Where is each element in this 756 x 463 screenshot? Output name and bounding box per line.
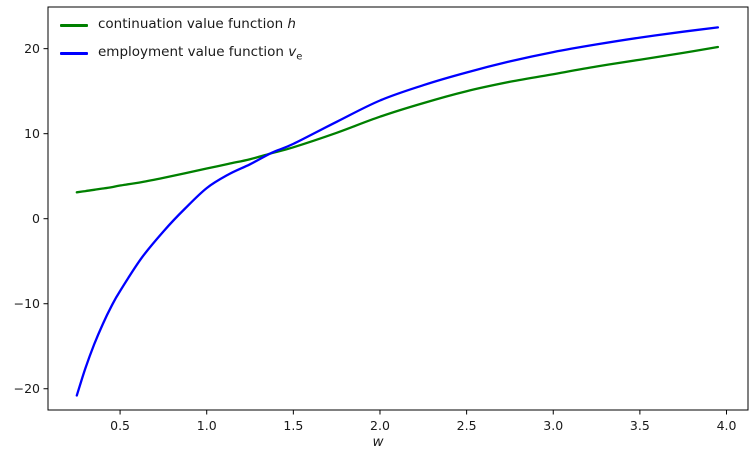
x-tick-label: 4.0 — [717, 418, 737, 433]
y-tick-label: −10 — [14, 296, 40, 311]
legend-math-sub: e — [296, 51, 303, 63]
x-tick-label: 2.0 — [370, 418, 390, 433]
x-tick-label: 1.5 — [283, 418, 303, 433]
axes-spines — [47, 6, 749, 411]
curve-continuation-value-h — [75, 45, 720, 194]
blue-line-swatch-icon — [60, 52, 88, 56]
y-tick-label: 0 — [32, 211, 40, 226]
legend-item-continuation-value: continuation value function h — [60, 15, 302, 36]
legend-label-text: continuation value function — [98, 16, 288, 32]
legend-math-var: h — [287, 16, 296, 32]
y-tick-label: 10 — [24, 126, 40, 141]
curve-employment-value-ve — [75, 26, 720, 397]
legend-label-text: employment value function — [98, 44, 289, 61]
x-tick-label: 3.5 — [630, 418, 650, 433]
legend-math-var: v — [288, 44, 297, 61]
legend-label: continuation value function h — [98, 15, 296, 36]
x-tick-label: 1.0 — [197, 418, 217, 433]
legend-item-employment-value: employment value function ve — [60, 43, 302, 64]
x-tick-label: 3.0 — [543, 418, 563, 433]
legend-label: employment value function ve — [98, 43, 302, 64]
x-tick-label: 0.5 — [110, 418, 130, 433]
x-tick-label: 2.5 — [457, 418, 477, 433]
y-tick-label: −20 — [14, 381, 40, 396]
x-axis-label: w — [372, 434, 384, 450]
y-tick-label: 20 — [24, 41, 40, 56]
legend: continuation value function h employment… — [60, 15, 302, 64]
green-line-swatch-icon — [60, 24, 88, 27]
